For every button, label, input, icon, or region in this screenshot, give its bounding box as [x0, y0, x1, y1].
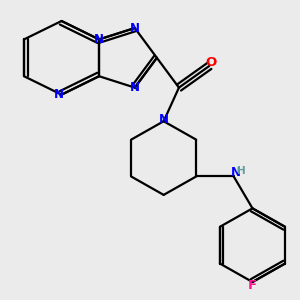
Text: H: H — [237, 166, 246, 176]
Text: N: N — [231, 167, 241, 179]
Text: O: O — [205, 56, 216, 70]
Text: N: N — [159, 113, 169, 126]
Text: N: N — [130, 81, 140, 94]
Text: N: N — [53, 88, 64, 101]
Text: N: N — [130, 22, 140, 34]
Text: F: F — [248, 279, 257, 292]
Text: N: N — [94, 33, 104, 46]
